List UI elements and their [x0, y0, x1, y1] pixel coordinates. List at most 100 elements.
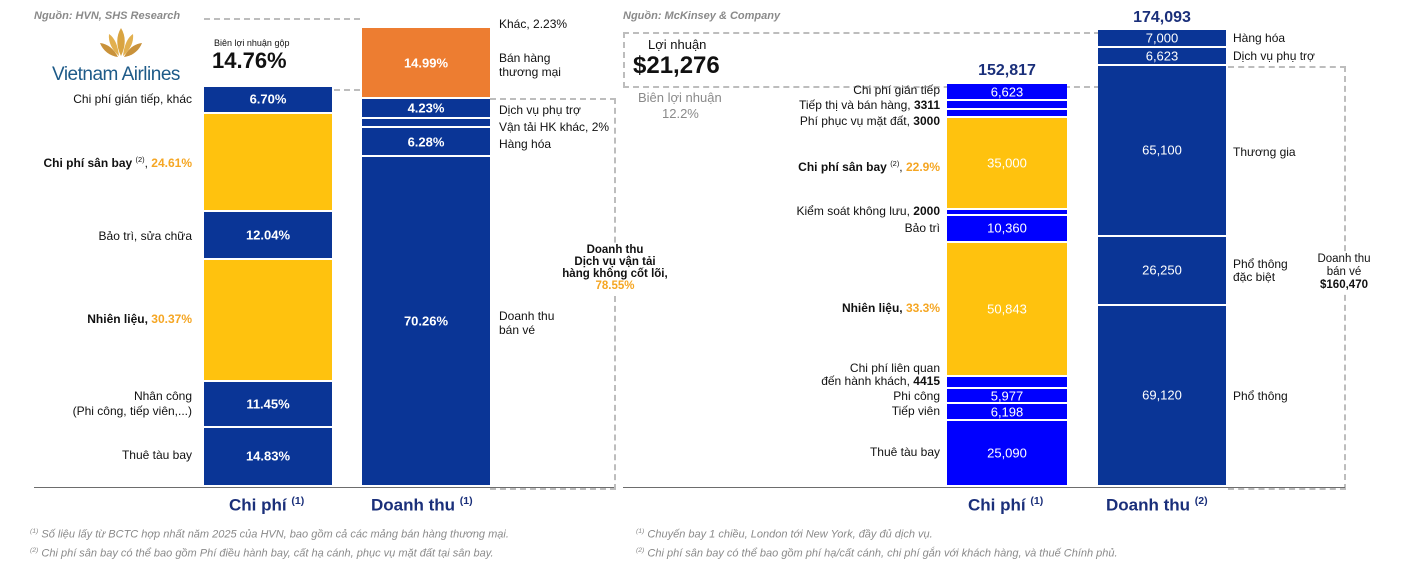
label-premium-economy: Phổ thông — [1233, 257, 1288, 271]
right-cost-bar: 6,623 35,000 10,360 50,843 5,977 6,198 25,090 — [947, 84, 1067, 487]
cost-segment — [947, 110, 1067, 119]
cost-segment: 11.45% — [204, 381, 332, 428]
left-baseline — [34, 487, 614, 488]
cost-segment — [947, 377, 1067, 389]
revenue-segment — [362, 18, 490, 28]
cost-segment — [204, 113, 332, 213]
revenue-segment: 4.23% — [362, 98, 490, 119]
revenue-segment: 6.28% — [362, 127, 490, 158]
segment-value-label: 35,000 — [987, 155, 1027, 171]
segment-value-label: 26,250 — [1142, 262, 1182, 278]
revenue-segment: 70.26% — [362, 157, 490, 487]
profit-margin-label: Biên lợi nhuận — [638, 90, 722, 105]
cost-segment: 12.04% — [204, 212, 332, 261]
segment-value-label: 4.23% — [407, 100, 445, 116]
label-ground-handling: Phí phục vụ mặt đất, 3000 — [799, 114, 940, 128]
lotus-icon — [100, 28, 142, 57]
cost-segment: 14.83% — [204, 427, 332, 487]
label-business: Thương gia — [1233, 145, 1296, 159]
segment-value-label: 14.99% — [403, 55, 449, 71]
segment-value-label: 12.04% — [245, 227, 291, 243]
label-retail: Bán hàng — [499, 51, 551, 65]
label-aircraft-lease: Thuê tàu bay — [121, 448, 192, 462]
cost-segment: 5,977 — [947, 388, 1067, 405]
cost-segment: 50,843 — [947, 243, 1067, 378]
label-premium-economy-2: đặc biệt — [1233, 270, 1276, 284]
label-atc: Kiểm soát không lưu, 2000 — [796, 204, 940, 218]
label-ticket-revenue-2: bán vé — [499, 323, 536, 337]
label-indirect: Chi phí gián tiếp — [853, 83, 940, 97]
cost-segment: 6,623 — [947, 84, 1067, 102]
revenue-segment: 26,250 — [1098, 236, 1226, 306]
revenue-segment: 6,623 — [1098, 48, 1226, 66]
label-maint: Bảo trì — [904, 221, 940, 235]
label-airport-cost: Chi phí sân bay (2), 24.61% — [43, 155, 193, 170]
cost-segment: 10,360 — [947, 215, 1067, 243]
ticket-revenue-label: Doanh thu bán vé $160,470 — [1306, 253, 1382, 292]
right-footnotes: (1) Chuyến bay 1 chiều, London tới New Y… — [636, 528, 1118, 560]
left-axis-cost: Chi phí (1) — [229, 495, 305, 515]
revenue-segment — [362, 118, 490, 128]
label-airport-fee: Chi phí sân bay (2), 22.9% — [798, 159, 940, 174]
margin-label: Biên lợi nhuận gộp — [214, 38, 290, 48]
profit-label: Lợi nhuận — [648, 37, 707, 52]
cost-segment — [947, 101, 1067, 111]
segment-value-label: 7,000 — [1145, 30, 1179, 46]
total-revenue: 174,093 — [1133, 9, 1191, 26]
profit-box-outline — [623, 32, 1100, 88]
segment-value-label: 11.45% — [246, 396, 290, 412]
label-fuel: Nhiên liệu, 30.37% — [87, 312, 192, 326]
right-baseline — [623, 487, 1345, 488]
label-indirect-cost: Chi phí gián tiếp, khác — [73, 92, 192, 106]
label-labor-detail: (Phi công, tiếp viên,...) — [72, 404, 192, 418]
label-marketing: Tiếp thị và bán hàng, 3311 — [798, 98, 940, 112]
margin-value: 14.76% — [212, 48, 287, 73]
vietnam-airlines-logo: Vietnam Airlines — [52, 26, 192, 88]
label-ticket-revenue: Doanh thu — [499, 309, 555, 323]
cost-segment — [947, 210, 1067, 216]
segment-value-label: 6,198 — [990, 404, 1024, 420]
label-pilots: Phi công — [893, 389, 940, 403]
cost-segment: 25,090 — [947, 420, 1067, 487]
label-retail-2: thương mại — [499, 65, 561, 79]
segment-value-label: 10,360 — [987, 220, 1027, 236]
left-axis-revenue: Doanh thu (1) — [371, 495, 473, 515]
cost-segment: 6,198 — [947, 404, 1067, 421]
left-cost-bar: 6.70% 12.04% 11.45% 14.83% — [204, 87, 332, 487]
label-pax-cost-2: đến hành khách, 4415 — [821, 374, 940, 388]
profit-value: $21,276 — [633, 52, 720, 79]
right-axis-revenue: Doanh thu (2) — [1106, 495, 1208, 515]
left-footnotes: (1) Số liệu lấy từ BCTC hợp nhất năm 202… — [30, 528, 509, 560]
segment-value-label: 69,120 — [1142, 387, 1182, 403]
label-other-transport: Vận tải HK khác, 2% — [499, 120, 610, 134]
segment-value-label: 5,977 — [990, 388, 1024, 404]
profit-margin-value: 12.2% — [662, 106, 699, 121]
cost-segment — [204, 260, 332, 382]
segment-value-label: 6.28% — [407, 134, 445, 150]
cost-segment: 6.70% — [204, 87, 332, 114]
revenue-segment: 14.99% — [362, 28, 490, 99]
segment-value-label: 70.26% — [403, 313, 449, 329]
label-economy: Phổ thông — [1233, 389, 1288, 403]
segment-value-label: 6,623 — [1145, 48, 1179, 64]
label-other: Khác, 2.23% — [499, 17, 568, 31]
label-lease: Thuê tàu bay — [869, 445, 940, 459]
revenue-segment: 69,120 — [1098, 305, 1226, 487]
label-fuel-right: Nhiên liệu, 33.3% — [841, 301, 940, 315]
cost-segment: 35,000 — [947, 118, 1067, 211]
revenue-segment: 65,100 — [1098, 65, 1226, 237]
label-pax-cost: Chi phí liên quan — [849, 361, 940, 375]
segment-value-label: 6,623 — [990, 84, 1024, 100]
core-revenue-label: Doanh thu Dịch vụ vận tải hàng không cốt… — [540, 244, 690, 292]
segment-value-label: 14.83% — [245, 448, 291, 464]
label-rev-ancillary: Dịch vụ phụ trợ — [1233, 49, 1315, 63]
right-revenue-bar: 7,000 6,623 65,100 26,250 69,120 — [1098, 30, 1226, 487]
core-revenue-bracket — [490, 98, 616, 490]
label-labor: Nhân công — [133, 389, 192, 403]
total-cost: 152,817 — [978, 62, 1036, 79]
label-cabin-crew: Tiếp viên — [891, 404, 940, 418]
label-ancillary: Dịch vụ phụ trợ — [499, 103, 581, 117]
label-cargo: Hàng hóa — [499, 137, 552, 151]
segment-value-label: 6.70% — [249, 91, 287, 107]
revenue-segment: 7,000 — [1098, 30, 1226, 49]
